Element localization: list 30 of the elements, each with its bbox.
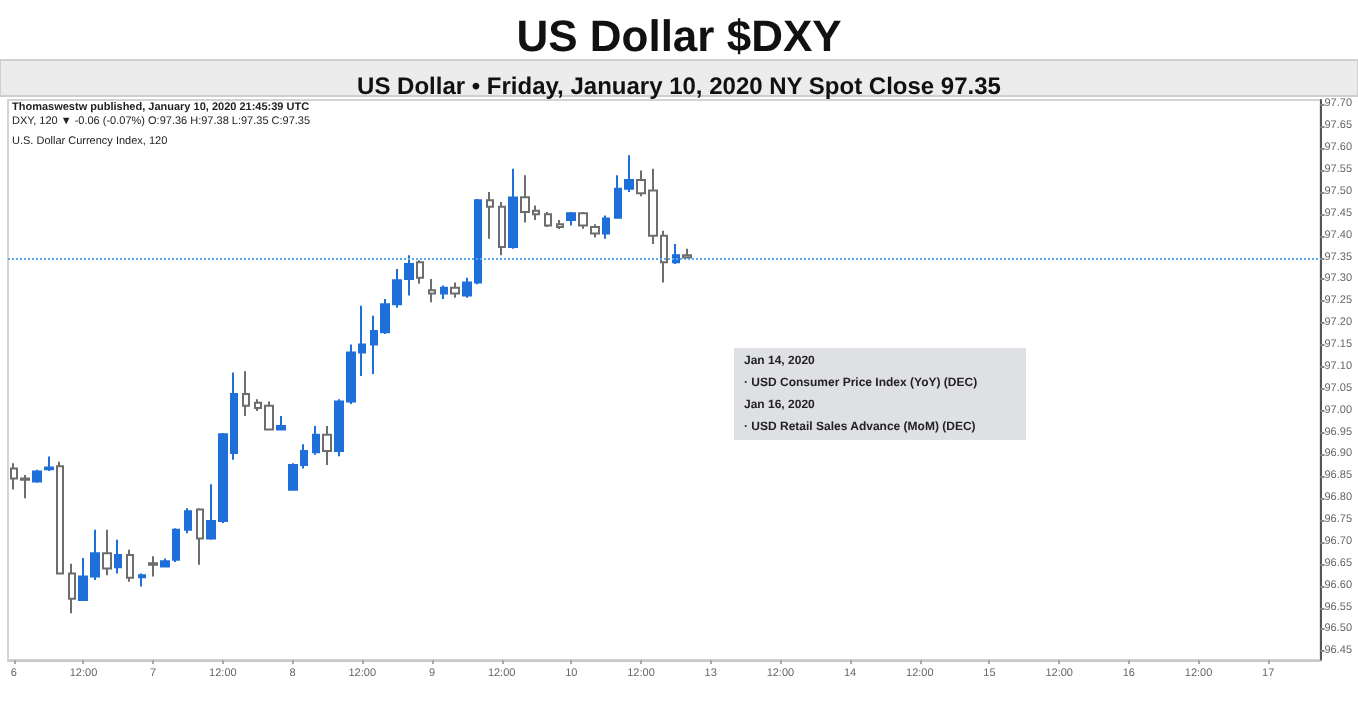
candlestick bbox=[56, 460, 64, 576]
candlestick bbox=[508, 167, 518, 250]
candlestick bbox=[138, 572, 146, 588]
candlestick bbox=[450, 281, 460, 299]
candlestick bbox=[544, 211, 552, 228]
candlestick bbox=[196, 507, 204, 566]
candlestick bbox=[32, 468, 42, 484]
candlestick bbox=[276, 414, 286, 431]
candlestick bbox=[242, 370, 250, 417]
candlestick bbox=[556, 218, 564, 231]
candlestick bbox=[428, 277, 436, 304]
chart-title: US Dollar $DXY bbox=[516, 11, 843, 61]
candlestick bbox=[440, 284, 448, 301]
candlestick bbox=[68, 562, 76, 615]
candlestick bbox=[126, 548, 134, 583]
candlestick bbox=[102, 528, 112, 577]
candlestick bbox=[148, 555, 158, 578]
candlestick bbox=[602, 214, 610, 240]
candlestick bbox=[114, 538, 122, 575]
candlestick bbox=[682, 247, 692, 260]
candlestick bbox=[416, 259, 424, 285]
candlestick bbox=[672, 242, 680, 266]
candlestick bbox=[322, 424, 332, 466]
candlestick bbox=[566, 211, 576, 227]
candlestick bbox=[486, 190, 494, 240]
candlestick bbox=[498, 200, 506, 257]
candlestick bbox=[44, 455, 54, 472]
candlestick bbox=[184, 507, 192, 535]
chart-subtitle: US Dollar • Friday, January 10, 2020 NY Spot Close 97.35 bbox=[357, 72, 1002, 100]
candlestick bbox=[312, 424, 320, 456]
